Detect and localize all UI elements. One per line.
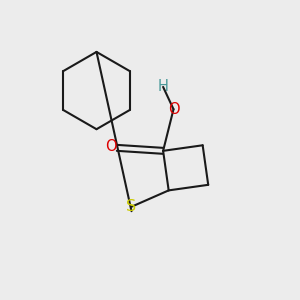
Text: O: O (105, 139, 116, 154)
Text: O: O (168, 102, 180, 117)
Text: H: H (158, 80, 169, 94)
Text: S: S (127, 199, 136, 214)
